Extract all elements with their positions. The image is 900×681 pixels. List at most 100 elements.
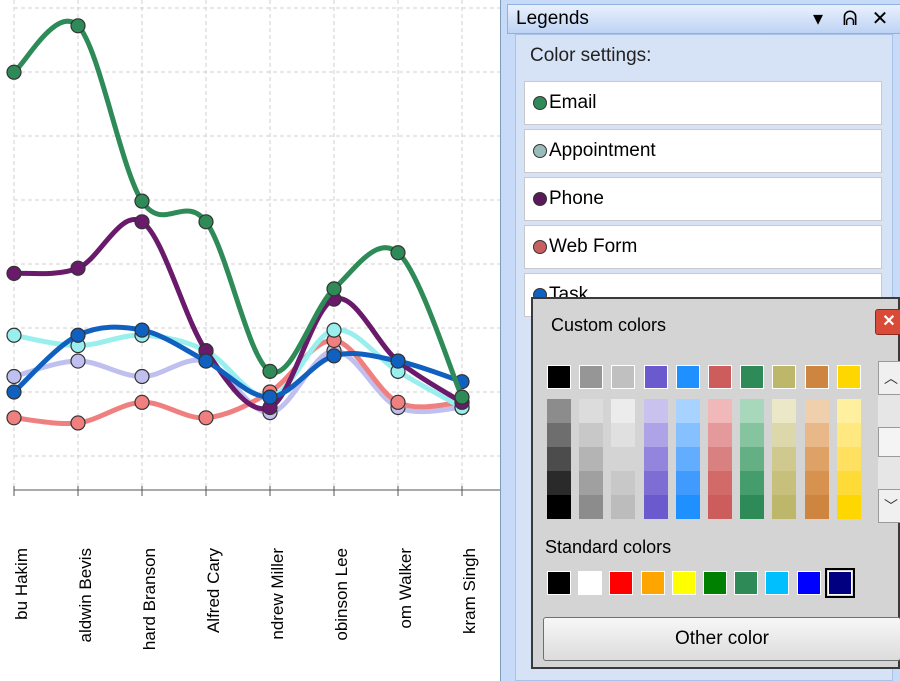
shade-color-swatch[interactable] bbox=[643, 495, 668, 519]
data-point[interactable] bbox=[6, 384, 22, 400]
shade-color-swatch[interactable] bbox=[740, 399, 765, 423]
data-point[interactable] bbox=[390, 353, 406, 369]
pin-icon[interactable]: ᕱ bbox=[842, 8, 858, 30]
custom-color-swatch[interactable] bbox=[579, 365, 604, 389]
data-point[interactable] bbox=[390, 394, 406, 410]
data-point[interactable] bbox=[70, 415, 86, 431]
shade-color-swatch[interactable] bbox=[804, 423, 829, 447]
shade-color-swatch[interactable] bbox=[772, 471, 797, 495]
shade-color-swatch[interactable] bbox=[708, 423, 732, 447]
shade-color-swatch[interactable] bbox=[772, 447, 797, 471]
shade-color-swatch[interactable] bbox=[643, 423, 668, 447]
scroll-up-button[interactable]: ︿ bbox=[878, 361, 900, 395]
data-point[interactable] bbox=[390, 245, 406, 261]
standard-color-swatch[interactable] bbox=[703, 571, 727, 595]
data-point[interactable] bbox=[6, 410, 22, 426]
data-point[interactable] bbox=[6, 64, 22, 80]
shade-color-swatch[interactable] bbox=[579, 471, 604, 495]
popup-close-button[interactable]: ✕ bbox=[875, 309, 900, 335]
data-point[interactable] bbox=[6, 327, 22, 343]
shade-color-swatch[interactable] bbox=[708, 495, 732, 519]
standard-color-swatch[interactable] bbox=[824, 568, 855, 598]
data-point[interactable] bbox=[134, 368, 150, 385]
data-point[interactable] bbox=[326, 322, 342, 338]
shade-color-swatch[interactable] bbox=[611, 495, 636, 519]
data-point[interactable] bbox=[134, 394, 150, 410]
custom-color-swatch[interactable] bbox=[675, 365, 700, 389]
shade-color-swatch[interactable] bbox=[675, 495, 700, 519]
shade-color-swatch[interactable] bbox=[772, 495, 797, 519]
custom-color-swatch[interactable] bbox=[708, 365, 732, 389]
legend-item-phone[interactable]: Phone bbox=[524, 177, 882, 221]
standard-color-swatch[interactable] bbox=[609, 571, 634, 595]
shade-color-swatch[interactable] bbox=[643, 447, 668, 471]
standard-color-swatch[interactable] bbox=[640, 571, 665, 595]
data-point[interactable] bbox=[134, 322, 150, 338]
custom-color-swatch[interactable] bbox=[836, 365, 861, 389]
shade-color-swatch[interactable] bbox=[740, 471, 765, 495]
legend-item-email[interactable]: Email bbox=[524, 81, 882, 125]
data-point[interactable] bbox=[70, 353, 86, 369]
shade-color-swatch[interactable] bbox=[772, 423, 797, 447]
shade-color-swatch[interactable] bbox=[579, 399, 604, 423]
custom-color-swatch[interactable] bbox=[804, 365, 829, 389]
shade-color-swatch[interactable] bbox=[708, 399, 732, 423]
shade-color-swatch[interactable] bbox=[611, 471, 636, 495]
shade-color-swatch[interactable] bbox=[579, 423, 604, 447]
shade-color-swatch[interactable] bbox=[547, 447, 571, 471]
shade-color-swatch[interactable] bbox=[708, 447, 732, 471]
scroll-down-button[interactable]: ﹀ bbox=[878, 489, 900, 523]
dropdown-icon[interactable]: ▾ bbox=[812, 8, 824, 30]
custom-color-swatch[interactable] bbox=[772, 365, 797, 389]
shade-color-swatch[interactable] bbox=[740, 495, 765, 519]
shade-color-swatch[interactable] bbox=[675, 399, 700, 423]
series-web-form[interactable] bbox=[6, 332, 470, 431]
standard-color-swatch[interactable] bbox=[547, 571, 571, 595]
standard-color-swatch[interactable] bbox=[578, 571, 603, 595]
data-point[interactable] bbox=[198, 214, 214, 230]
data-point[interactable] bbox=[134, 214, 150, 230]
custom-color-swatch[interactable] bbox=[643, 365, 668, 389]
data-point[interactable] bbox=[262, 363, 278, 379]
shade-color-swatch[interactable] bbox=[836, 471, 861, 495]
custom-color-swatch[interactable] bbox=[611, 365, 636, 389]
custom-color-swatch[interactable] bbox=[740, 365, 765, 389]
shade-color-swatch[interactable] bbox=[611, 423, 636, 447]
shade-color-swatch[interactable] bbox=[675, 471, 700, 495]
shade-color-swatch[interactable] bbox=[579, 495, 604, 519]
series-task[interactable] bbox=[6, 322, 470, 405]
data-point[interactable] bbox=[70, 18, 86, 34]
custom-color-swatch[interactable] bbox=[547, 365, 571, 389]
data-point[interactable] bbox=[326, 281, 342, 297]
shade-color-swatch[interactable] bbox=[836, 423, 861, 447]
standard-color-swatch[interactable] bbox=[796, 571, 821, 595]
shade-color-swatch[interactable] bbox=[708, 471, 732, 495]
shade-color-swatch[interactable] bbox=[836, 447, 861, 471]
legend-item-web-form[interactable]: Web Form bbox=[524, 225, 882, 269]
shade-color-swatch[interactable] bbox=[611, 399, 636, 423]
data-point[interactable] bbox=[326, 348, 342, 364]
shade-color-swatch[interactable] bbox=[804, 399, 829, 423]
data-point[interactable] bbox=[70, 327, 86, 343]
data-point[interactable] bbox=[198, 410, 214, 426]
shade-color-swatch[interactable] bbox=[804, 495, 829, 519]
data-point[interactable] bbox=[6, 368, 22, 385]
shade-color-swatch[interactable] bbox=[547, 471, 571, 495]
data-point[interactable] bbox=[262, 389, 278, 405]
shade-color-swatch[interactable] bbox=[579, 447, 604, 471]
standard-color-swatch[interactable] bbox=[671, 571, 696, 595]
shade-color-swatch[interactable] bbox=[772, 399, 797, 423]
series-line[interactable] bbox=[11, 337, 465, 426]
data-point[interactable] bbox=[198, 353, 214, 369]
shade-color-swatch[interactable] bbox=[547, 495, 571, 519]
standard-color-swatch[interactable] bbox=[765, 571, 790, 595]
legend-item-appointment[interactable]: Appointment bbox=[524, 129, 882, 173]
shade-color-swatch[interactable] bbox=[836, 495, 861, 519]
shade-color-swatch[interactable] bbox=[675, 423, 700, 447]
shade-color-swatch[interactable] bbox=[611, 447, 636, 471]
shade-color-swatch[interactable] bbox=[547, 399, 571, 423]
shade-color-swatch[interactable] bbox=[643, 471, 668, 495]
standard-color-swatch[interactable] bbox=[734, 571, 759, 595]
shade-color-swatch[interactable] bbox=[675, 447, 700, 471]
shade-color-swatch[interactable] bbox=[804, 447, 829, 471]
